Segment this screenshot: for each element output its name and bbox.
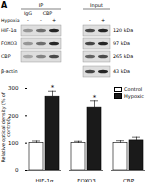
svg-text:-: - bbox=[89, 17, 91, 23]
svg-text:265 kDa: 265 kDa bbox=[113, 54, 133, 59]
html-text:Relative optical density (% of: Relative optical density (% of control) bbox=[0, 92, 11, 163]
svg-text:0: 0 bbox=[15, 167, 19, 173]
svg-text:HIF-1α: HIF-1α bbox=[1, 28, 17, 33]
svg-text:FOXO3: FOXO3 bbox=[77, 178, 96, 182]
svg-text:Hypoxia: Hypoxia bbox=[1, 18, 20, 23]
svg-text:β-actin: β-actin bbox=[1, 69, 18, 74]
svg-text:200: 200 bbox=[8, 113, 19, 119]
svg-text:-: - bbox=[40, 17, 42, 23]
svg-text:43 kDa: 43 kDa bbox=[113, 69, 130, 74]
svg-text:97 kDa: 97 kDa bbox=[113, 41, 130, 46]
svg-text:HIF-1α: HIF-1α bbox=[35, 178, 53, 182]
svg-text:*: * bbox=[51, 84, 55, 92]
svg-text:+: + bbox=[101, 17, 105, 23]
svg-text:300: 300 bbox=[8, 85, 19, 91]
svg-text:A: A bbox=[1, 1, 8, 10]
svg-text:+: + bbox=[52, 17, 56, 23]
html-text:Control: Control bbox=[124, 86, 143, 92]
svg-text:-: - bbox=[27, 17, 29, 23]
svg-text:CBP: CBP bbox=[1, 54, 11, 59]
svg-text:IP: IP bbox=[39, 2, 44, 8]
svg-text:IgG: IgG bbox=[24, 11, 32, 16]
svg-text:100: 100 bbox=[8, 140, 19, 146]
svg-text:CBP: CBP bbox=[123, 178, 135, 182]
svg-text:FOXO3: FOXO3 bbox=[1, 41, 17, 46]
svg-text:CBP: CBP bbox=[43, 11, 53, 16]
svg-text:120 kDa: 120 kDa bbox=[113, 28, 133, 33]
svg-text:Input: Input bbox=[90, 2, 103, 9]
html-text:Hypoxic: Hypoxic bbox=[124, 92, 144, 99]
svg-text:*: * bbox=[93, 94, 97, 102]
